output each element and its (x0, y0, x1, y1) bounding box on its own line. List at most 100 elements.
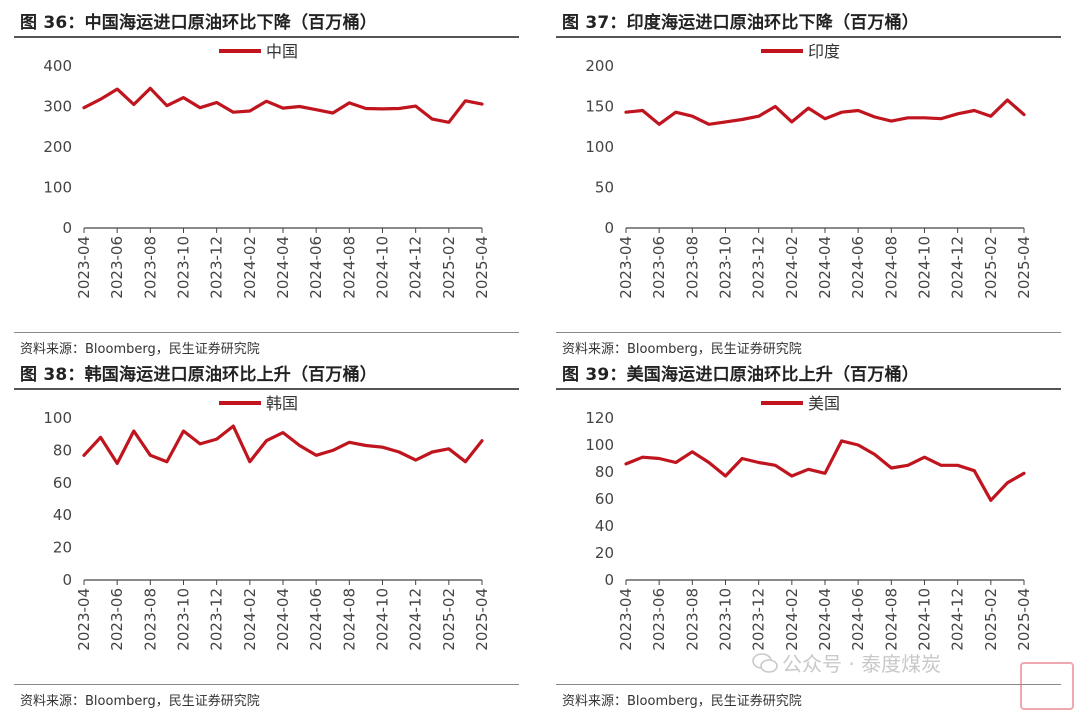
line-chart-usa: 0 20 40 60 80 100 120 2023-04 2023-06 2023-08 2023… (585, 394, 1033, 651)
x-tick-label: 2023-04 (75, 236, 93, 299)
seal-stamp (1020, 662, 1074, 710)
x-tick-label: 2024-08 (340, 236, 358, 299)
line-chart-korea: 0 20 40 60 80 100 2023-04 2023-06 2023-08 2023-10… (43, 394, 491, 651)
x-tick-label: 2023-04 (617, 236, 635, 299)
x-tick-label: 2025-04 (1015, 236, 1033, 299)
y-tick-label: 120 (585, 409, 614, 427)
series-line (624, 98, 1026, 126)
x-tick-label: 2024-12 (949, 236, 967, 299)
x-tick-label: 2023-10 (175, 588, 193, 651)
x-tick-label: 2023-08 (683, 588, 701, 651)
x-tick-label: 2023-12 (208, 236, 226, 299)
source-note: 资料来源：Bloomberg，民生证券研究院 (562, 342, 802, 357)
y-tick-label: 200 (43, 138, 72, 156)
y-tick-label: 100 (43, 179, 72, 197)
watermark-text: 公众号 · 泰度煤炭 (782, 652, 942, 676)
y-tick-label: 80 (595, 463, 614, 481)
y-tick-label: 80 (53, 441, 72, 459)
chart-panel-39: 图 39：美国海运进口原油环比上升（百万桶） 0 20 40 60 80 100 120 20… (556, 360, 1061, 709)
chart-panel-36: 图 36：中国海运进口原油环比下降（百万桶） 0 100 200 300 400 2023… (14, 8, 519, 357)
y-tick-label: 100 (585, 138, 614, 156)
chart-panel-38: 图 38：韩国海运进口原油环比上升（百万桶） 0 20 40 60 80 100 2023-… (14, 360, 519, 709)
y-tick-label: 100 (43, 409, 72, 427)
figure-title: 图 36：中国海运进口原油环比下降（百万桶） (20, 13, 377, 33)
x-tick-label: 2023-08 (683, 236, 701, 299)
y-tick-label: 40 (53, 506, 72, 524)
x-tick-label: 2023-10 (717, 588, 735, 651)
x-tick-label: 2023-06 (108, 588, 126, 651)
figure-title: 图 39：美国海运进口原油环比上升（百万桶） (562, 365, 919, 385)
source-note: 资料来源：Bloomberg，民生证券研究院 (20, 342, 260, 357)
x-tick-label: 2023-10 (717, 236, 735, 299)
source-rule (14, 332, 519, 333)
x-tick-label: 2024-10 (374, 236, 392, 299)
x-tick-label: 2024-04 (816, 588, 834, 651)
x-tick-label: 2024-04 (274, 588, 292, 651)
x-tick-label: 2024-12 (949, 588, 967, 651)
legend-label: 中国 (266, 42, 298, 61)
x-tick-label: 2023-12 (750, 236, 768, 299)
x-tick-label: 2025-04 (1015, 588, 1033, 651)
x-tick-label: 2023-08 (141, 236, 159, 299)
y-tick-label: 60 (53, 474, 72, 492)
y-tick-label: 0 (62, 219, 72, 237)
y-tick-label: 50 (595, 179, 614, 197)
x-tick-label: 2023-12 (208, 588, 226, 651)
y-tick-label: 20 (53, 539, 72, 557)
x-tick-label: 2024-04 (274, 236, 292, 299)
series-line (82, 424, 484, 466)
y-tick-label: 400 (43, 57, 72, 75)
x-tick-label: 2023-08 (141, 588, 159, 651)
y-tick-label: 0 (62, 571, 72, 589)
x-tick-label: 2023-06 (650, 236, 668, 299)
y-tick-label: 100 (585, 436, 614, 454)
title-rule (556, 36, 1061, 38)
x-tick-label: 2024-02 (783, 236, 801, 299)
x-tick-label: 2024-12 (407, 236, 425, 299)
legend-label: 印度 (808, 42, 840, 61)
source-rule (14, 684, 519, 685)
series-line (82, 86, 484, 124)
x-tick-label: 2023-04 (617, 588, 635, 651)
source-rule (556, 684, 1061, 685)
x-tick-label: 2023-12 (750, 588, 768, 651)
line-chart-india: 0 50 100 150 200 2023-04 2023-06 2023-08 2023-10… (585, 42, 1033, 299)
x-tick-label: 2024-02 (241, 588, 259, 651)
x-tick-label: 2024-06 (849, 588, 867, 651)
x-tick-label: 2024-12 (407, 588, 425, 651)
y-tick-label: 0 (604, 571, 614, 589)
figure-title: 图 38：韩国海运进口原油环比上升（百万桶） (20, 365, 377, 385)
x-tick-label: 2024-10 (916, 236, 934, 299)
series-line (624, 439, 1026, 502)
x-tick-label: 2024-08 (882, 588, 900, 651)
x-tick-label: 2023-04 (75, 588, 93, 651)
legend-label: 美国 (808, 394, 840, 413)
x-tick-label: 2024-08 (340, 588, 358, 651)
x-tick-label: 2025-02 (440, 236, 458, 299)
chart-panel-37: 图 37：印度海运进口原油环比下降（百万桶） 0 50 100 150 200 2023-… (556, 8, 1061, 357)
x-tick-label: 2024-06 (307, 588, 325, 651)
wechat-icon (752, 653, 778, 673)
line-chart-china: 0 100 200 300 400 2023-04 2023-06 2023-08 2023-1… (43, 42, 491, 299)
source-rule (556, 332, 1061, 333)
y-tick-label: 40 (595, 517, 614, 535)
x-tick-label: 2025-02 (982, 588, 1000, 651)
y-tick-label: 300 (43, 98, 72, 116)
y-tick-label: 150 (585, 98, 614, 116)
x-tick-label: 2023-10 (175, 236, 193, 299)
x-tick-label: 2024-08 (882, 236, 900, 299)
title-rule (14, 388, 519, 390)
x-tick-label: 2023-06 (650, 588, 668, 651)
x-tick-label: 2024-02 (241, 236, 259, 299)
x-tick-label: 2024-04 (816, 236, 834, 299)
title-rule (14, 36, 519, 38)
y-tick-label: 20 (595, 544, 614, 562)
source-note: 资料来源：Bloomberg，民生证券研究院 (562, 694, 802, 709)
x-tick-label: 2024-06 (307, 236, 325, 299)
x-tick-label: 2025-04 (473, 236, 491, 299)
x-tick-label: 2024-10 (374, 588, 392, 651)
title-rule (556, 388, 1061, 390)
y-tick-label: 0 (604, 219, 614, 237)
y-tick-label: 60 (595, 490, 614, 508)
figure-title: 图 37：印度海运进口原油环比下降（百万桶） (562, 13, 919, 33)
